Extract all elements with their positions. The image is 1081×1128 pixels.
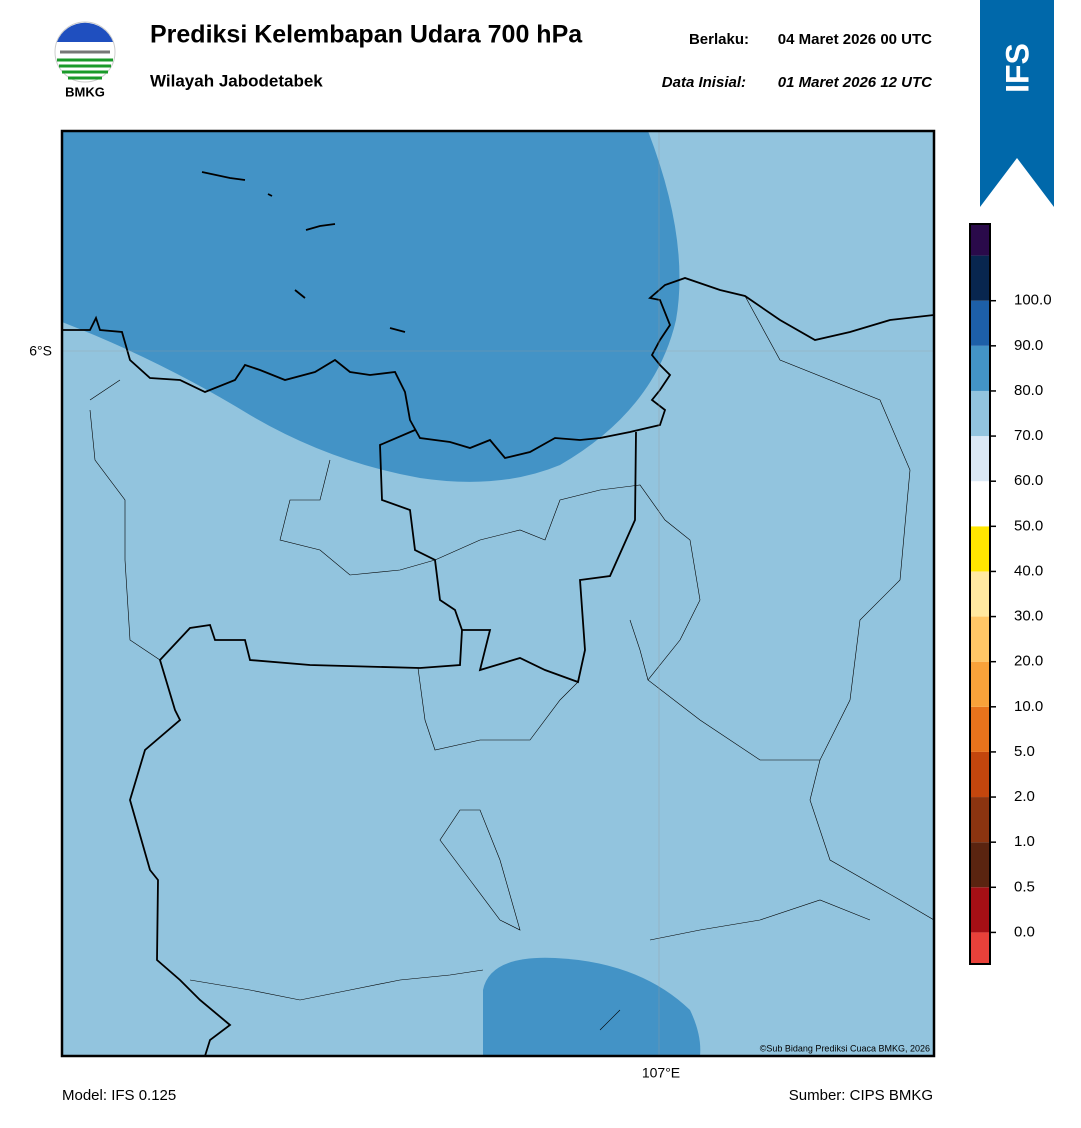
colorbar-segment (970, 390, 990, 437)
lat-label: 6°S (29, 343, 52, 359)
colorbar-segment (970, 436, 990, 482)
colorbar-label: 1.0 (1014, 833, 1035, 850)
lon-label: 107°E (642, 1065, 680, 1081)
colorbar-label: 90.0 (1014, 337, 1043, 354)
badge-text: IFS (999, 43, 1035, 93)
colorbar-segment (970, 571, 990, 617)
subtitle: Wilayah Jabodetabek (150, 71, 323, 90)
footer-source: Sumber: CIPS BMKG (789, 1087, 933, 1104)
badge (980, 0, 1054, 207)
colorbar-label: 5.0 (1014, 743, 1035, 760)
colorbar-segment (970, 661, 990, 707)
init-value: 01 Maret 2026 12 UTC (778, 74, 933, 91)
colorbar-label: 60.0 (1014, 472, 1043, 489)
logo: BMKG (54, 21, 116, 99)
colorbar-segment (970, 224, 990, 256)
colorbar-label: 0.0 (1014, 923, 1035, 940)
footer-model: Model: IFS 0.125 (62, 1087, 176, 1104)
colorbar-label: 40.0 (1014, 562, 1043, 579)
init-label: Data Inisial: (662, 74, 746, 91)
title: Prediksi Kelembapan Udara 700 hPa (150, 21, 583, 49)
colorbar-segment (970, 255, 990, 301)
colorbar-segment (970, 616, 990, 662)
colorbar-label: 2.0 (1014, 788, 1035, 805)
colorbar-segment (970, 300, 990, 346)
map: ©Sub Bidang Prediksi Cuaca BMKG, 2026 (60, 129, 936, 1058)
colorbar-label: 80.0 (1014, 382, 1043, 399)
colorbar-segment (970, 481, 990, 527)
colorbar-label: 50.0 (1014, 517, 1043, 534)
colorbar-label: 70.0 (1014, 427, 1043, 444)
valid-value: 04 Maret 2026 00 UTC (778, 31, 932, 48)
colorbar-segment (970, 345, 990, 391)
colorbar-label: 10.0 (1014, 698, 1043, 715)
credit: ©Sub Bidang Prediksi Cuaca BMKG, 2026 (760, 1043, 930, 1053)
colorbar: 0.0 0.5 1.0 2.0 5.0 10.0 20.0 30.0 40.0 50.0 60.0 7… (969, 223, 1052, 965)
colorbar-frame (969, 223, 991, 965)
colorbar-label: 100.0 (1014, 292, 1052, 309)
colorbar-segment (970, 751, 990, 798)
logo-text: BMKG (65, 84, 105, 99)
colorbar-label: 20.0 (1014, 653, 1043, 670)
colorbar-segment (970, 706, 990, 752)
colorbar-segment (970, 797, 990, 843)
valid-label: Berlaku: (689, 31, 749, 48)
colorbar-segment (970, 887, 990, 933)
colorbar-segment (970, 932, 990, 964)
colorbar-label: 30.0 (1014, 608, 1043, 625)
colorbar-segment (970, 842, 990, 888)
colorbar-label: 0.5 (1014, 878, 1035, 895)
colorbar-segment (970, 526, 990, 572)
